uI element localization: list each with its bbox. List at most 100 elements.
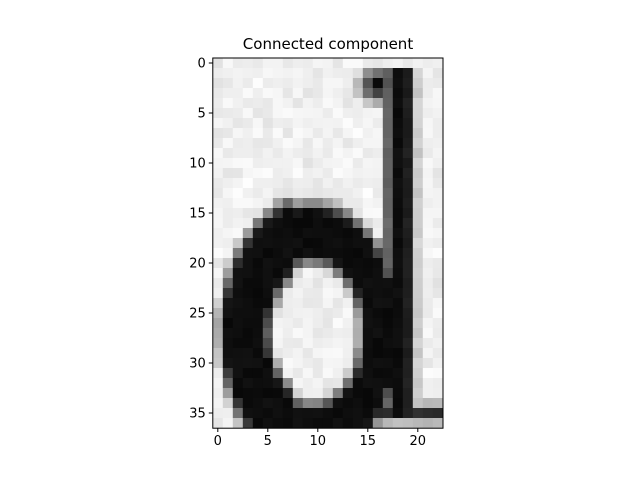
- pixel-cell: [292, 248, 304, 259]
- pixel-cell: [322, 78, 334, 89]
- pixel-cell: [402, 218, 414, 229]
- pixel-cell: [312, 268, 324, 279]
- pixel-cell: [262, 128, 274, 139]
- pixel-cell: [422, 398, 434, 409]
- pixel-cell: [222, 138, 234, 149]
- pixel-cell: [302, 148, 314, 159]
- pixel-cell: [262, 68, 274, 79]
- pixel-cell: [402, 148, 414, 159]
- pixel-cell: [302, 268, 314, 279]
- pixel-cell: [312, 208, 324, 219]
- pixel-cell: [252, 378, 264, 389]
- pixel-cell: [332, 248, 344, 259]
- pixel-cell: [372, 408, 384, 419]
- pixel-cell: [262, 278, 274, 289]
- pixel-cell: [372, 268, 384, 279]
- pixel-cell: [302, 358, 314, 369]
- pixel-cell: [322, 138, 334, 149]
- pixel-cell: [302, 98, 314, 109]
- pixel-cell: [382, 158, 394, 169]
- y-tick-label: 20: [189, 257, 206, 272]
- pixel-cell: [272, 228, 284, 239]
- pixel-cell: [262, 298, 274, 309]
- pixel-cell: [212, 318, 224, 329]
- pixel-cell: [352, 418, 364, 429]
- pixel-cell: [312, 418, 324, 429]
- pixel-cell: [412, 168, 424, 179]
- pixel-cell: [422, 328, 434, 339]
- pixel-cell: [422, 198, 434, 209]
- pixel-cell: [352, 318, 364, 329]
- pixel-cell: [232, 378, 244, 389]
- pixel-cell: [262, 88, 274, 99]
- pixel-cell: [242, 78, 254, 89]
- pixel-cell: [382, 248, 394, 259]
- x-tick-label: 20: [410, 434, 427, 449]
- pixel-cell: [352, 78, 364, 89]
- pixel-cell: [402, 388, 414, 399]
- pixel-cell: [342, 88, 354, 99]
- pixel-cell: [292, 208, 304, 219]
- pixel-cell: [352, 148, 364, 159]
- pixel-cell: [382, 318, 394, 329]
- pixel-cell: [332, 58, 344, 69]
- pixel-cell: [402, 238, 414, 249]
- pixel-cell: [332, 388, 344, 399]
- pixel-cell: [372, 218, 384, 229]
- pixel-cell: [262, 368, 274, 379]
- pixel-cell: [212, 148, 224, 159]
- pixel-cell: [322, 248, 334, 259]
- pixel-cell: [272, 328, 284, 339]
- pixel-cell: [412, 138, 424, 149]
- pixel-cell: [212, 108, 224, 119]
- pixel-cell: [282, 318, 294, 329]
- pixel-cell: [342, 218, 354, 229]
- pixel-cell: [372, 188, 384, 199]
- pixel-cell: [232, 98, 244, 109]
- pixel-cell: [232, 58, 244, 69]
- pixel-cell: [222, 228, 234, 239]
- pixel-cell: [412, 388, 424, 399]
- pixel-cell: [222, 158, 234, 169]
- pixel-cell: [302, 168, 314, 179]
- pixel-cell: [372, 98, 384, 109]
- pixel-cell: [402, 208, 414, 219]
- pixel-cell: [312, 108, 324, 119]
- pixel-cell: [352, 188, 364, 199]
- pixel-cell: [232, 258, 244, 269]
- pixel-cell: [422, 388, 434, 399]
- pixel-cell: [312, 378, 324, 389]
- chart-title: Connected component: [243, 35, 414, 53]
- pixel-cell: [272, 78, 284, 89]
- pixel-cell: [212, 178, 224, 189]
- pixel-cell: [412, 198, 424, 209]
- pixel-cell: [432, 368, 444, 379]
- pixel-cell: [362, 258, 374, 269]
- pixel-cell: [262, 198, 274, 209]
- pixel-cell: [252, 158, 264, 169]
- pixel-cell: [212, 228, 224, 239]
- pixel-cell: [392, 328, 404, 339]
- pixel-cell: [302, 198, 314, 209]
- pixel-cell: [322, 258, 334, 269]
- pixel-cell: [352, 118, 364, 129]
- pixel-cell: [372, 148, 384, 159]
- pixel-cell: [232, 388, 244, 399]
- pixel-cell: [372, 368, 384, 379]
- pixel-cell: [252, 238, 264, 249]
- pixel-cell: [242, 198, 254, 209]
- pixel-cell: [432, 68, 444, 79]
- pixel-cell: [412, 308, 424, 319]
- pixel-cell: [382, 368, 394, 379]
- pixel-cell: [322, 398, 334, 409]
- pixel-cell: [362, 378, 374, 389]
- pixel-cell: [322, 408, 334, 419]
- pixel-cell: [342, 78, 354, 89]
- pixel-cell: [262, 398, 274, 409]
- pixel-cell: [322, 418, 334, 429]
- pixel-cell: [222, 108, 234, 119]
- pixel-cell: [392, 338, 404, 349]
- pixel-cell: [382, 358, 394, 369]
- pixel-cell: [292, 168, 304, 179]
- pixel-cell: [352, 248, 364, 259]
